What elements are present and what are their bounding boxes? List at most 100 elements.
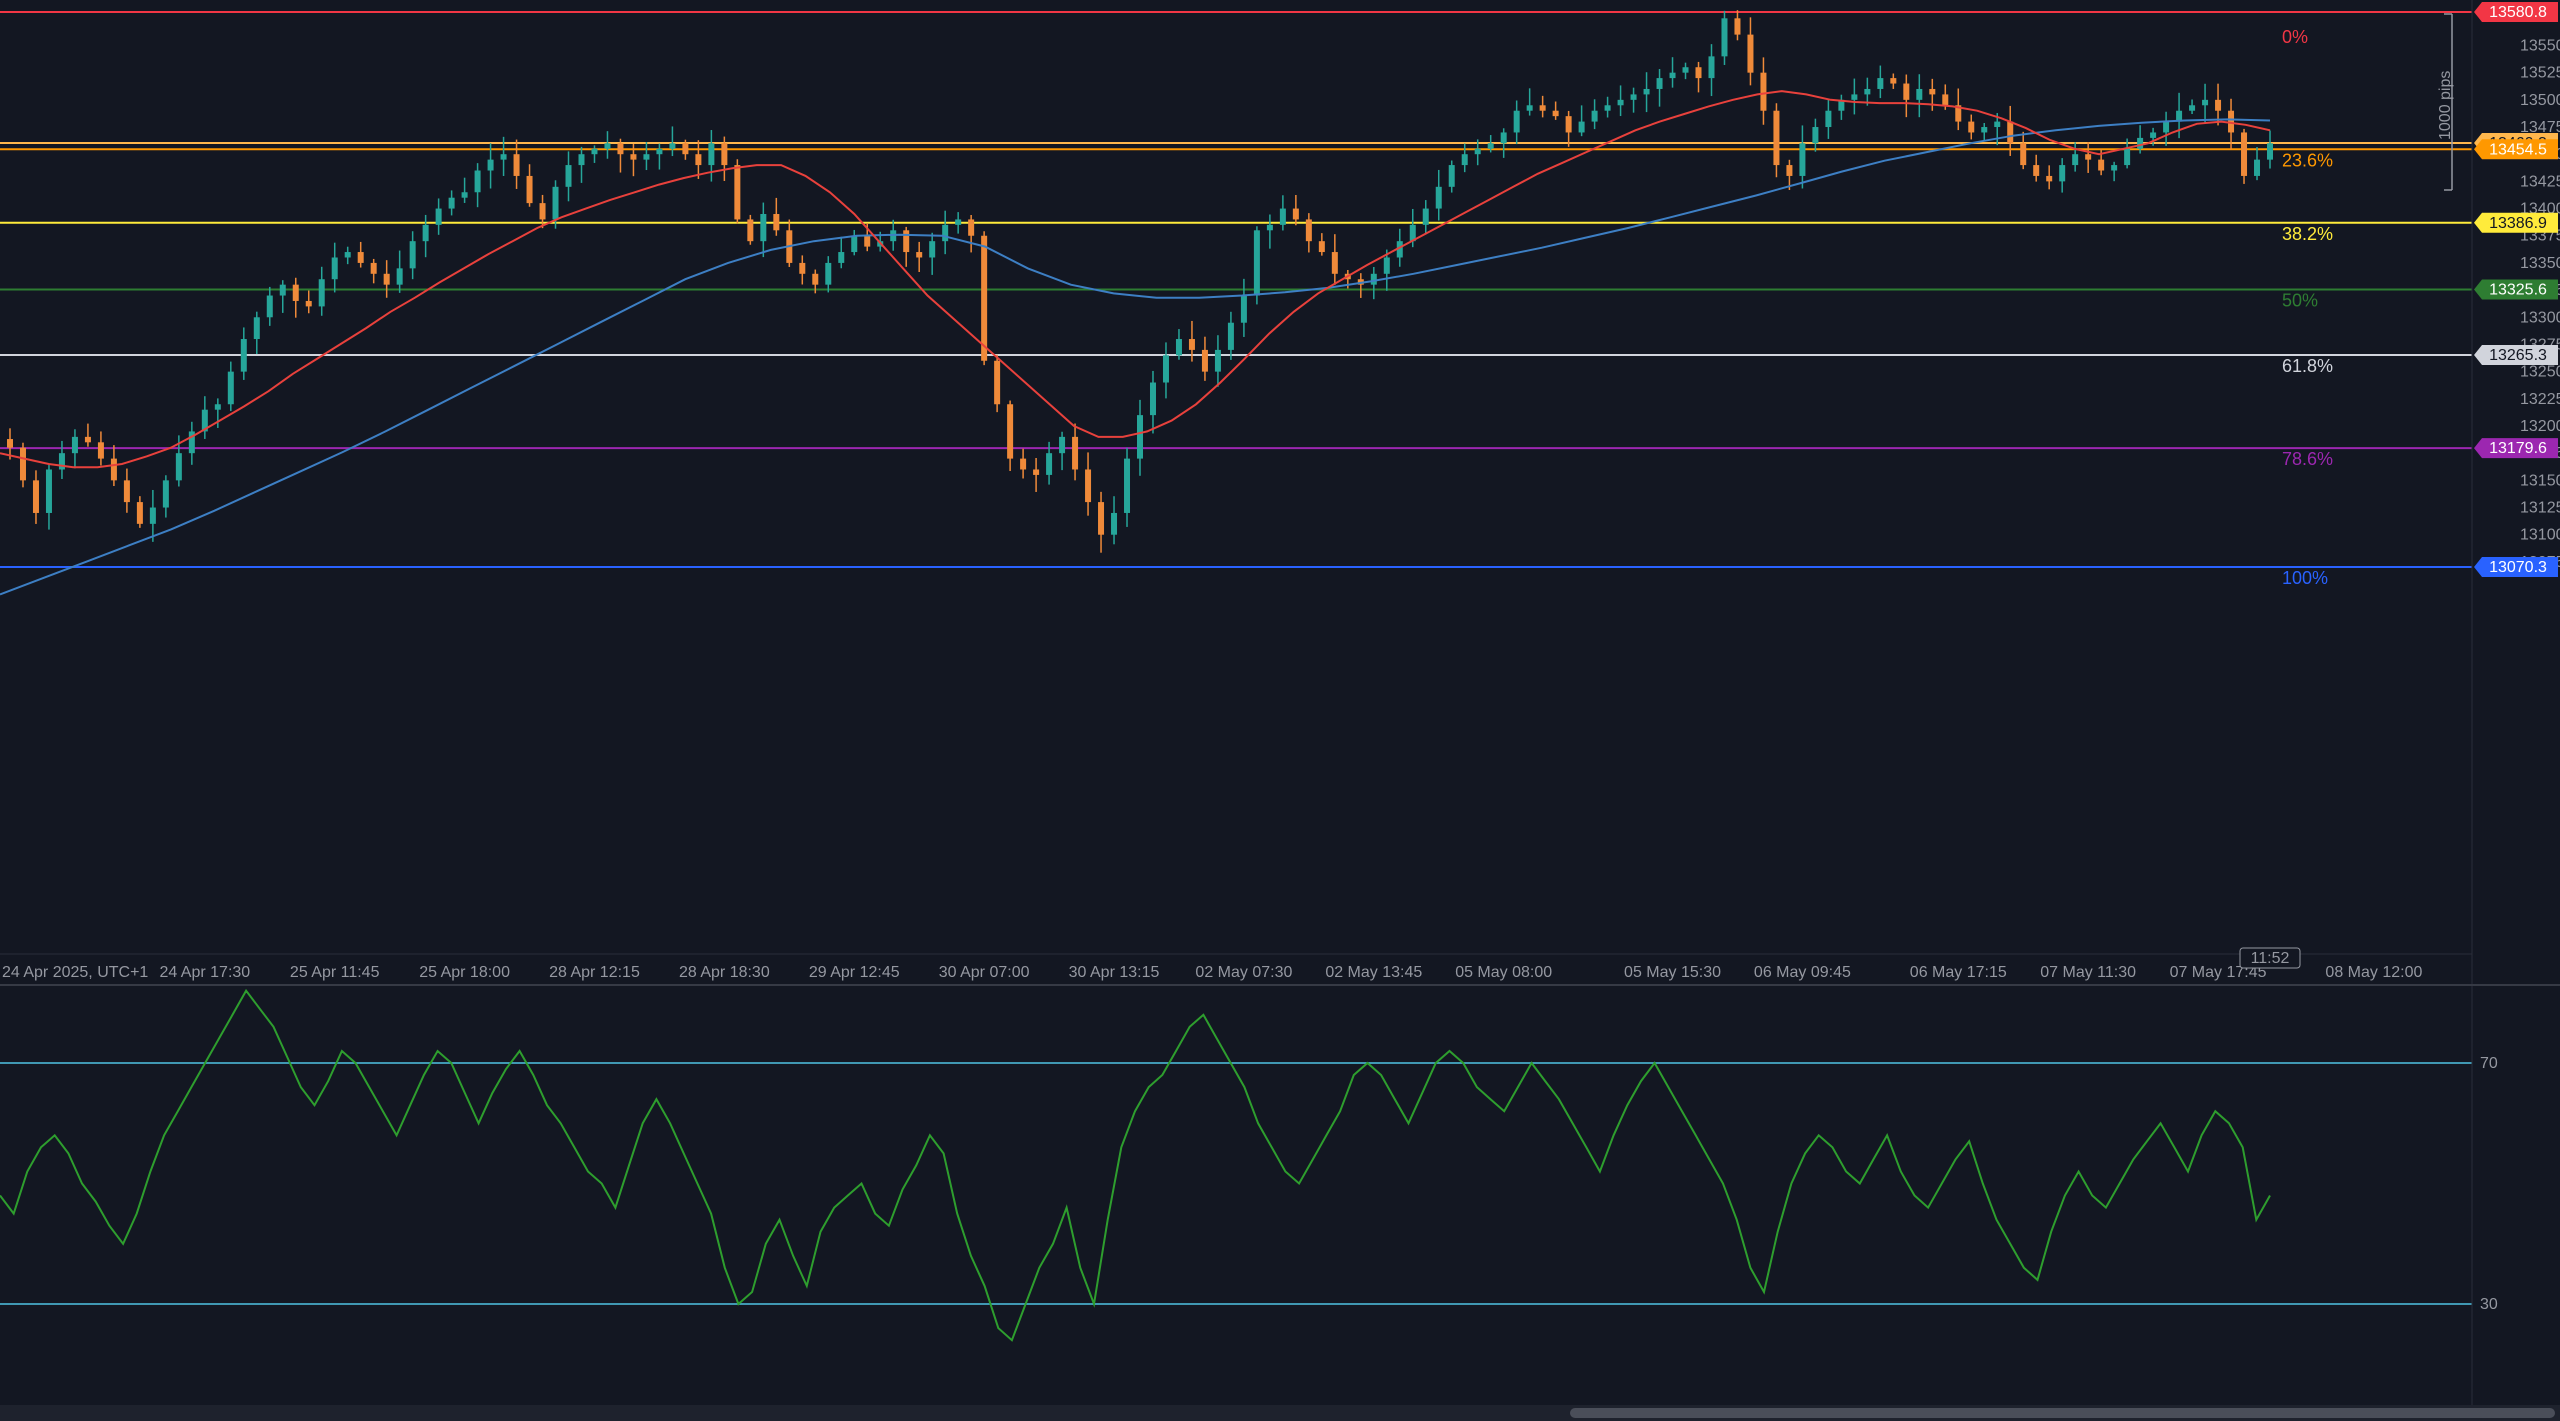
candle-body <box>1786 165 1793 176</box>
time-tick-label: 05 May 08:00 <box>1455 964 1552 981</box>
candle-body <box>32 480 39 513</box>
fib-price-tag: 13179.6 <box>2474 438 2558 459</box>
fib-label: 50% <box>2282 290 2318 310</box>
fib-price-tag: 13325.6 <box>2474 279 2558 300</box>
price-tick-label: 13525.0 <box>2520 65 2560 82</box>
candle-body <box>1487 143 1494 149</box>
price-tick-label: 13350.0 <box>2520 255 2560 272</box>
candle-body <box>2046 175 2053 182</box>
fib-price-tag-shape <box>2474 345 2558 366</box>
candle-body <box>1799 143 1806 176</box>
time-tick-label: 29 Apr 12:45 <box>809 964 900 981</box>
candle-body <box>1669 72 1676 79</box>
candle-body <box>1903 83 1910 100</box>
candle-body <box>1604 105 1611 111</box>
candle-body <box>1409 224 1416 242</box>
fib-price-tag-text: 13386.9 <box>2489 215 2547 232</box>
candle-body <box>1578 121 1585 133</box>
candle-body <box>708 143 715 166</box>
candle-body <box>7 439 13 448</box>
candle-body <box>1994 121 2001 128</box>
candle-body <box>2189 105 2196 111</box>
candle-body <box>591 148 598 155</box>
candle-body <box>1137 415 1143 459</box>
candle-body <box>2176 110 2183 122</box>
fib-price-tag-shape <box>2474 2 2558 22</box>
price-tick-label: 13150.0 <box>2520 472 2560 489</box>
scrollbar-thumb[interactable] <box>1570 1408 2555 1418</box>
candle-body <box>2241 132 2248 176</box>
candle-body <box>1942 94 1949 106</box>
candle-body <box>2150 132 2157 138</box>
candle-body <box>1396 241 1403 258</box>
fib-label: 100% <box>2282 568 2328 588</box>
candle-body <box>825 262 832 285</box>
fib-price-tag: 13070.3 <box>2474 557 2558 577</box>
countdown-label: 11:52 <box>2251 950 2290 967</box>
range-marker-label: 1000 pips <box>2437 71 2454 140</box>
candle-body <box>1474 148 1481 155</box>
candle-body <box>903 230 910 253</box>
rsi-line <box>0 988 2271 1342</box>
fib-label: 0% <box>2282 27 2308 47</box>
price-tick-label: 13475.0 <box>2520 119 2560 136</box>
candle-body <box>1227 322 1234 350</box>
candle-body <box>383 273 390 285</box>
candle-body <box>968 219 975 236</box>
candle-body <box>1331 252 1338 274</box>
fib-price-tag-text: 13325.6 <box>2489 281 2547 298</box>
candle-body <box>71 436 78 454</box>
fib-price-tag-shape <box>2474 438 2558 459</box>
price-tick-label: 13200.0 <box>2520 418 2560 435</box>
fib-price-tag-shape <box>2474 212 2558 233</box>
price-tick-label: 13300.0 <box>2520 309 2560 326</box>
candle-body <box>1656 78 1663 89</box>
candle-body <box>1643 88 1650 95</box>
candle-body <box>734 165 741 220</box>
price-tick-label: 13100.0 <box>2520 527 2560 544</box>
candle-body <box>1773 110 1780 166</box>
candle-body <box>1877 78 1884 89</box>
candle-body <box>1916 88 1923 100</box>
fib-price-tag-shape <box>2474 557 2558 577</box>
candle-body <box>578 154 585 166</box>
time-tick-label: 25 Apr 11:45 <box>290 964 380 981</box>
candle-body <box>292 284 299 301</box>
candle-body <box>721 143 728 166</box>
candle-body <box>1968 121 1975 133</box>
time-tick-label: 30 Apr 13:15 <box>1069 964 1160 981</box>
fib-price-tag-text: 13070.3 <box>2489 559 2547 576</box>
candle-body <box>123 480 130 503</box>
candle-body <box>1383 257 1390 274</box>
candle-body <box>1422 208 1429 225</box>
candle-body <box>2020 143 2027 166</box>
fib-label: 38.2% <box>2282 224 2333 244</box>
candle-body <box>84 436 91 443</box>
candle-body <box>1630 94 1637 100</box>
candle-body <box>1046 453 1053 475</box>
candle-body <box>396 268 403 285</box>
candle-body <box>1695 67 1702 79</box>
candle-body <box>1539 105 1546 111</box>
fib-price-tag-text: 13265.3 <box>2489 347 2547 364</box>
candle-body <box>981 235 988 361</box>
candle-body <box>1812 127 1819 144</box>
candle-body <box>149 507 156 524</box>
fib-price-tag-text: 13454.5 <box>2489 141 2547 158</box>
candle-body <box>929 241 936 258</box>
candle-body <box>188 431 195 454</box>
candle-body <box>1747 34 1754 73</box>
candle-body <box>1500 132 1507 144</box>
candle-body <box>1201 349 1208 372</box>
fib-price-tag-text: 13179.6 <box>2489 440 2547 457</box>
candle-body <box>1734 18 1741 35</box>
candle-body <box>279 284 286 296</box>
candle-body <box>1721 18 1728 57</box>
candle-body <box>1305 219 1312 242</box>
candle-body <box>1033 469 1040 475</box>
candle-body <box>2137 137 2144 149</box>
candle-body <box>253 317 260 340</box>
candle-body <box>1682 67 1689 73</box>
fib-levels: 0% 23.6% 38.2% 50% 61.8% 78.6% 100% <box>0 11 2472 588</box>
